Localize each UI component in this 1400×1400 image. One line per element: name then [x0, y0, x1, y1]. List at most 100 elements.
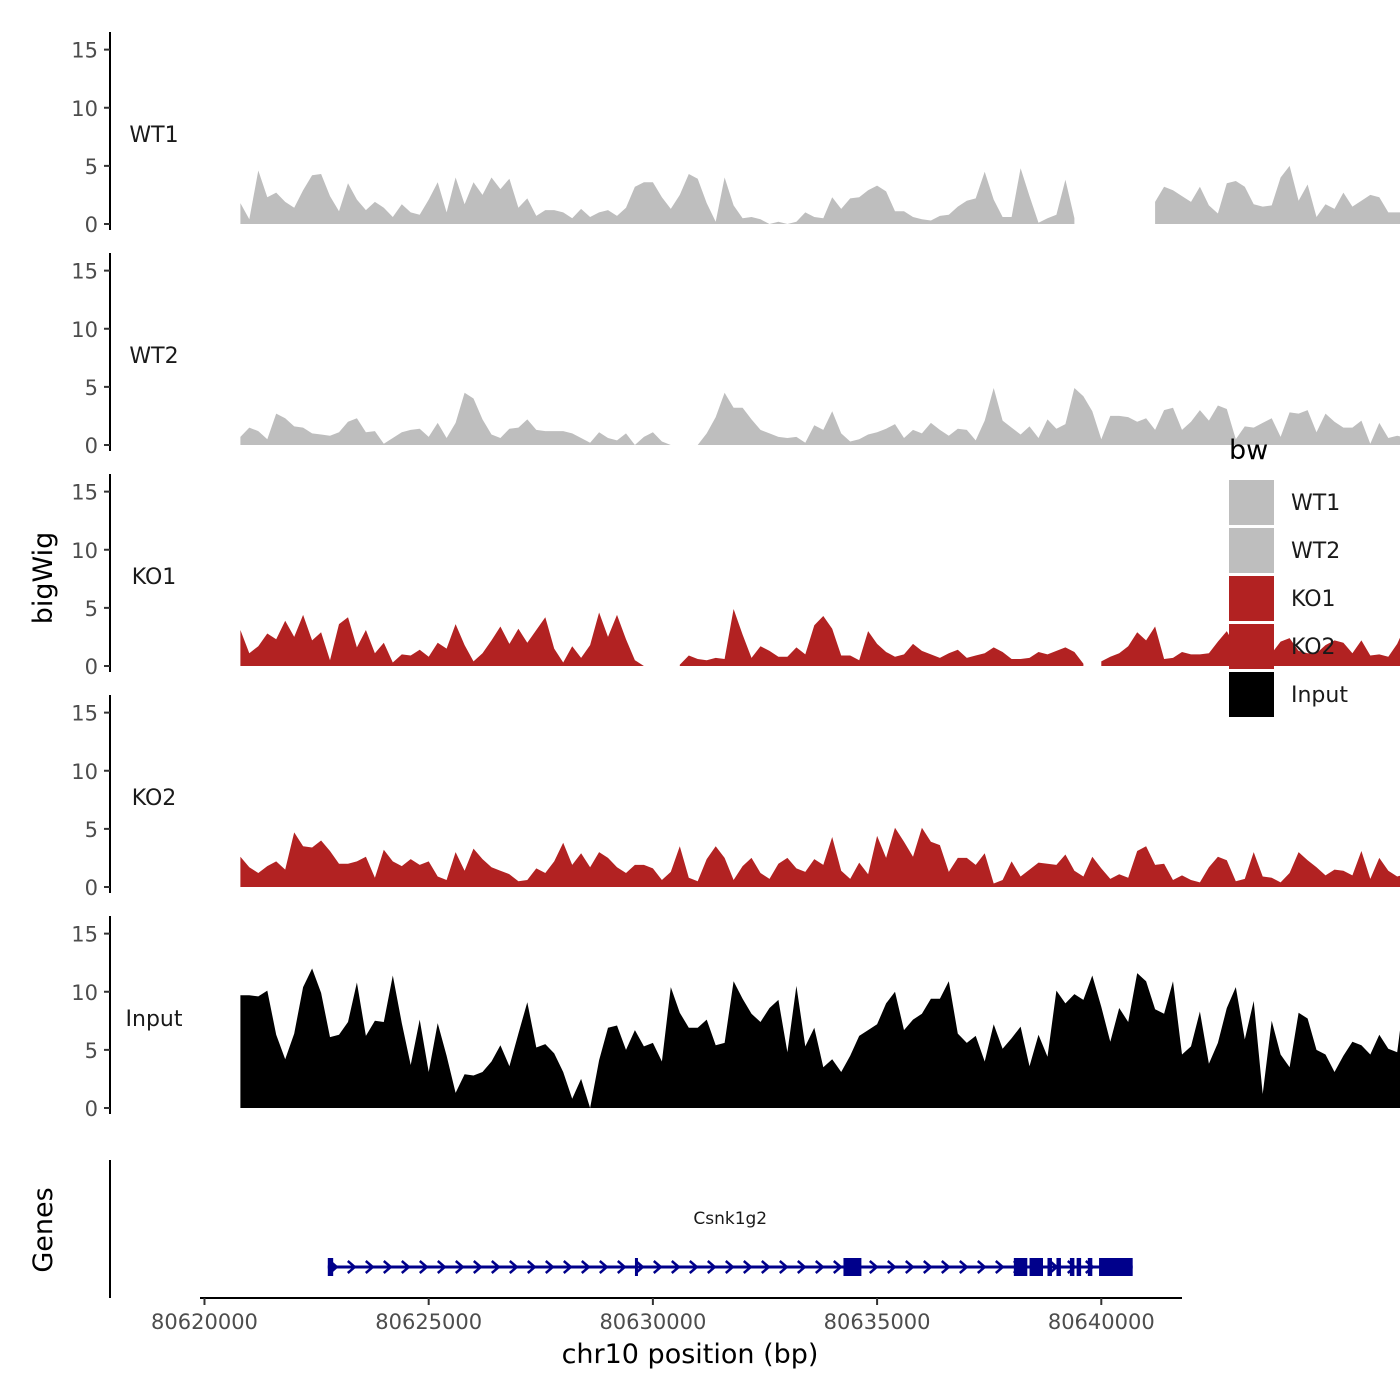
- y-tick-label-wt2-0: 0: [85, 434, 98, 458]
- legend-label-ko2: KO2: [1291, 635, 1336, 660]
- y-tick-label-ko2-15: 15: [71, 702, 98, 726]
- track-ko1: 0 5 10 15 KO1: [71, 474, 1400, 679]
- track-label-ko2: KO2: [132, 786, 177, 811]
- strand-arrow: [562, 1260, 573, 1274]
- strand-arrow: [508, 1260, 519, 1274]
- strand-arrow: [598, 1260, 609, 1274]
- strand-arrow: [742, 1260, 753, 1274]
- strand-arrow: [580, 1260, 591, 1274]
- area-ko1-segment-3: [1101, 626, 1400, 666]
- exon-csnk1g2-1: [327, 1258, 334, 1276]
- genes-panel: Genes Csnk1g2: [28, 1160, 1133, 1298]
- y-axis-title: bigWig: [28, 532, 59, 625]
- track-label-wt1: WT1: [129, 123, 178, 148]
- strand-arrow: [832, 1260, 843, 1274]
- x-tick-label-80620000: 80620000: [151, 1310, 258, 1334]
- track-wt2: 0 5 10 15 WT2: [71, 253, 1400, 458]
- x-tick-label-80630000: 80630000: [599, 1310, 706, 1334]
- exon-csnk1g2-10: [1087, 1258, 1093, 1276]
- strand-arrow: [652, 1260, 663, 1274]
- track-ko2: 0 5 10 15 KO2: [71, 695, 1400, 900]
- exon-csnk1g2-5: [1029, 1258, 1043, 1276]
- y-tick-label-input-0: 0: [85, 1097, 98, 1121]
- y-tick-label-input-15: 15: [71, 923, 98, 947]
- strand-arrow: [670, 1260, 681, 1274]
- gene-models: Csnk1g2: [327, 1209, 1133, 1276]
- exon-csnk1g2-8: [1069, 1258, 1075, 1276]
- strand-arrow: [904, 1260, 915, 1274]
- strand-arrow: [724, 1260, 735, 1274]
- track-label-wt2: WT2: [129, 344, 178, 369]
- strand-arrow: [418, 1260, 429, 1274]
- exon-csnk1g2-11: [1099, 1258, 1133, 1276]
- y-tick-label-wt1-5: 5: [85, 155, 98, 179]
- track-label-input: Input: [126, 1007, 183, 1032]
- y-tick-label-ko1-0: 0: [85, 655, 98, 679]
- strand-arrow: [778, 1260, 789, 1274]
- strand-arrow: [616, 1260, 627, 1274]
- track-input: 0 5 10 15 Input: [71, 916, 1400, 1121]
- strand-arrow: [364, 1260, 375, 1274]
- y-tick-label-wt2-10: 10: [71, 318, 98, 342]
- y-tick-label-input-10: 10: [71, 981, 98, 1005]
- strand-arrow: [400, 1260, 411, 1274]
- exon-csnk1g2-6: [1047, 1258, 1052, 1276]
- strand-arrow: [490, 1260, 501, 1274]
- y-tick-label-input-5: 5: [85, 1039, 98, 1063]
- strand-arrow: [382, 1260, 393, 1274]
- legend-key-ko2: [1229, 624, 1274, 669]
- strand-arrow: [958, 1260, 969, 1274]
- legend-label-wt1: WT1: [1291, 491, 1340, 516]
- strand-arrow: [688, 1260, 699, 1274]
- legend-label-ko1: KO1: [1291, 587, 1336, 612]
- gene-label-csnk1g2: Csnk1g2: [693, 1209, 767, 1229]
- x-axis: 80620000 80625000 80630000 80635000 80640000: [151, 1297, 1182, 1334]
- y-tick-label-wt2-5: 5: [85, 376, 98, 400]
- y-tick-label-wt1-15: 15: [71, 39, 98, 63]
- strand-arrow: [922, 1260, 933, 1274]
- area-wt2-segment-1: [240, 388, 1400, 445]
- legend-key-input: [1229, 672, 1274, 717]
- strand-arrow: [886, 1260, 897, 1274]
- legend-title: bw: [1229, 435, 1268, 466]
- track-wt1: 0 5 10 15 WT1: [71, 32, 1400, 237]
- y-tick-label-ko2-0: 0: [85, 876, 98, 900]
- x-tick-label-80640000: 80640000: [1048, 1310, 1155, 1334]
- y-tick-label-ko2-10: 10: [71, 760, 98, 784]
- x-axis-title: chr10 position (bp): [562, 1339, 819, 1370]
- exon-csnk1g2-9: [1076, 1258, 1082, 1276]
- strand-arrow: [526, 1260, 537, 1274]
- y-tick-label-ko1-15: 15: [71, 481, 98, 505]
- legend-key-wt2: [1229, 528, 1274, 573]
- strand-arrow: [346, 1260, 357, 1274]
- strand-arrow: [544, 1260, 555, 1274]
- strand-arrow: [454, 1260, 465, 1274]
- x-tick-label-80635000: 80635000: [824, 1310, 931, 1334]
- y-tick-label-ko2-5: 5: [85, 818, 98, 842]
- area-input-segment-1: [240, 968, 1400, 1108]
- strand-arrow: [976, 1260, 987, 1274]
- strand-arrow: [472, 1260, 483, 1274]
- track-panels: 0 5 10 15 WT1 0 5 10 15 WT2 0 5 10 15 KO1 0 5 10 15 KO2 0 5 10…: [71, 32, 1400, 1121]
- area-wt1-segment-1: [240, 168, 1075, 224]
- exon-csnk1g2-7: [1056, 1258, 1061, 1276]
- legend: bw WT1 WT2 KO1 KO2 Input: [1229, 435, 1348, 717]
- area-ko2-segment-1: [240, 827, 1400, 887]
- strand-arrow: [940, 1260, 951, 1274]
- strand-arrow: [706, 1260, 717, 1274]
- exon-csnk1g2-3: [843, 1258, 862, 1276]
- y-tick-label-wt1-10: 10: [71, 97, 98, 121]
- x-tick-label-80625000: 80625000: [375, 1310, 482, 1334]
- y-tick-label-wt2-15: 15: [71, 260, 98, 284]
- strand-arrow: [760, 1260, 771, 1274]
- y-tick-label-wt1-0: 0: [85, 213, 98, 237]
- area-wt1-segment-2: [1155, 165, 1400, 224]
- area-ko1-segment-2: [679, 609, 1084, 666]
- y-tick-label-ko1-5: 5: [85, 597, 98, 621]
- strand-arrow: [634, 1260, 645, 1274]
- area-ko1-segment-1: [240, 612, 644, 666]
- strand-arrow: [994, 1260, 1005, 1274]
- legend-label-input: Input: [1291, 683, 1348, 708]
- genes-panel-title: Genes: [28, 1187, 59, 1272]
